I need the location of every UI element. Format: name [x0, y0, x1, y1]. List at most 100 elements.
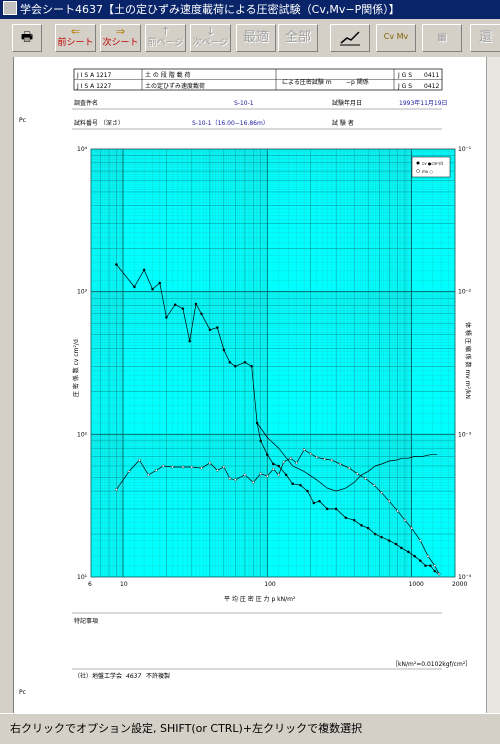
vertical-scrollbar[interactable]	[486, 57, 500, 713]
series-mv-point	[403, 518, 407, 522]
unit-note: ［kN/m²=0.0102kgf/cm²］	[392, 661, 471, 668]
pc-mark-bottom: Pc	[19, 689, 26, 696]
project-label: 調査件名	[74, 99, 98, 107]
legend-mv: mv ○	[422, 169, 434, 174]
tester-label: 試 験 者	[332, 119, 354, 127]
series-cv-point	[194, 302, 198, 306]
standard-2: J I S A 1227	[76, 83, 112, 90]
series-cv-point	[312, 501, 316, 505]
series-cv-point	[222, 348, 226, 352]
y-axis-right-label: 体 積 圧 縮 係 数 mv m²/kN	[464, 322, 472, 399]
optimize-button[interactable]: 最適	[236, 24, 276, 52]
series-cv-point	[400, 546, 403, 550]
x-tick-label: 2000	[452, 581, 467, 588]
series-mv-point	[396, 509, 399, 513]
series-cv-point	[277, 464, 280, 468]
series-cv-point	[373, 532, 377, 536]
series-mv-point	[171, 465, 174, 469]
series-mv-point	[234, 478, 237, 482]
grid-button[interactable]: ▦	[422, 24, 462, 52]
status-text: 右クリックでオプション設定, SHIFT(or CTRL)+左クリックで複数選択	[10, 722, 363, 735]
y-left-tick-label: 10¹	[77, 574, 88, 581]
prev-page-button[interactable]: ↑ 前ページ	[145, 24, 186, 52]
pc-mark-top: Pc	[19, 117, 26, 124]
series-cv-point	[181, 307, 185, 310]
legend-mv-marker	[416, 169, 420, 173]
series-mv-point	[437, 572, 441, 576]
series-cv-point	[352, 518, 356, 522]
series-cv-point	[394, 542, 398, 546]
series-cv-point	[291, 482, 294, 486]
series-mv-point	[200, 466, 203, 470]
series-cv-point	[299, 483, 302, 487]
y-right-tick-label: 10⁻²	[458, 289, 472, 296]
series-cv-point	[115, 263, 118, 266]
remarks-label: 特記事項	[74, 617, 98, 625]
series-mv-point	[315, 456, 318, 459]
print-button[interactable]: 🖶	[12, 24, 42, 52]
cv-mv-button[interactable]: Cv Mv	[376, 24, 416, 52]
next-sheet-button[interactable]: ⇒ 次シート	[100, 24, 141, 52]
series-mv-point	[115, 488, 118, 491]
prev-sheet-button[interactable]: ⇐ 前シート	[55, 24, 96, 52]
series-cv-point	[334, 507, 338, 511]
app-icon	[3, 1, 17, 15]
series-cv-point	[424, 564, 427, 567]
x-tick-label: 1000	[409, 581, 424, 588]
series-mv-point	[323, 457, 326, 461]
next-page-button[interactable]: ↓ 次ページ	[190, 24, 231, 52]
series-mv-point	[309, 452, 312, 456]
series-cv-point	[306, 489, 309, 493]
printer-icon: 🖶	[20, 30, 34, 45]
graph-button[interactable]	[330, 24, 370, 52]
footer-suffix: 不許複製	[146, 672, 170, 680]
date-label: 試験年月日	[332, 99, 362, 107]
series-cv-point	[413, 554, 416, 558]
series-mv-point	[277, 473, 280, 477]
series-mv-point	[433, 564, 437, 567]
series-mv-point	[410, 526, 413, 530]
series-mv-point	[222, 465, 226, 469]
series-cv-point	[325, 507, 329, 511]
up-arrow-icon: ↑	[160, 25, 171, 38]
series-mv-point	[289, 456, 292, 460]
series-mv-point	[282, 460, 285, 464]
sample-value: S-10-1（16.00−16.86m）	[192, 120, 269, 127]
toolbar: 🖶 ⇐ 前シート ⇒ 次シート ↑ 前ページ ↓ 次ページ 最適 全部 Cv M…	[0, 19, 500, 58]
series-cv-point	[429, 564, 432, 567]
series-mv-point	[127, 470, 131, 473]
sheet-area: J I S A 1217 J I S A 1227 土 の 段 階 載 荷 土の…	[0, 57, 500, 713]
series-mv-point	[138, 458, 141, 462]
title-line-1: 土 の 段 階 載 荷	[145, 71, 191, 79]
series-mv-point	[252, 481, 255, 484]
legend: cv ●cm²/d mv ○	[411, 156, 451, 178]
window-title: 学会シート4637【土の定ひずみ速度載荷による圧密試験（Cv,Mv−P関係）】	[20, 3, 400, 16]
series-cv-point	[250, 365, 253, 368]
series-cv-point	[380, 535, 383, 539]
series-mv-point	[208, 461, 212, 465]
series-mv-point	[330, 458, 334, 462]
x-axis-label: 平 均 圧 密 圧 力 p kN/m²	[224, 595, 296, 603]
series-cv-point	[151, 287, 154, 291]
all-label: 全部	[284, 30, 311, 45]
series-cv-point	[208, 328, 212, 332]
series-mv-point	[181, 465, 185, 469]
code-num-2: 0412	[424, 83, 439, 90]
return-button[interactable]: 還	[470, 24, 500, 52]
cv-mv-chart: 6 10 100 1000 2000 10¹ 10² 10³ 10⁴ 10⁻⁴ 10⁻³ 10⁻² 10…	[72, 146, 472, 603]
sheet-drawing: J I S A 1217 J I S A 1227 土 の 段 階 載 荷 土の…	[72, 68, 472, 680]
right-arrow-icon: ⇒	[115, 25, 126, 38]
series-cv-point	[158, 281, 162, 285]
window-titlebar: 学会シート4637【土の定ひずみ速度載荷による圧密試験（Cv,Mv−P関係）】	[0, 0, 500, 19]
series-mv-point	[338, 462, 342, 466]
date-value: 1993年11月19日	[399, 99, 448, 107]
series-cv-point	[234, 365, 237, 368]
series-cv-point	[387, 539, 391, 542]
series-mv-point	[295, 461, 298, 465]
title-suffix: による圧密試験 m	[282, 78, 332, 86]
status-bar: 右クリックでオプション設定, SHIFT(or CTRL)+左クリックで複数選択	[0, 713, 500, 743]
code-2: J G S	[397, 83, 412, 90]
series-mv-point	[272, 467, 275, 471]
series-cv-point	[366, 526, 370, 530]
all-button[interactable]: 全部	[278, 24, 318, 52]
